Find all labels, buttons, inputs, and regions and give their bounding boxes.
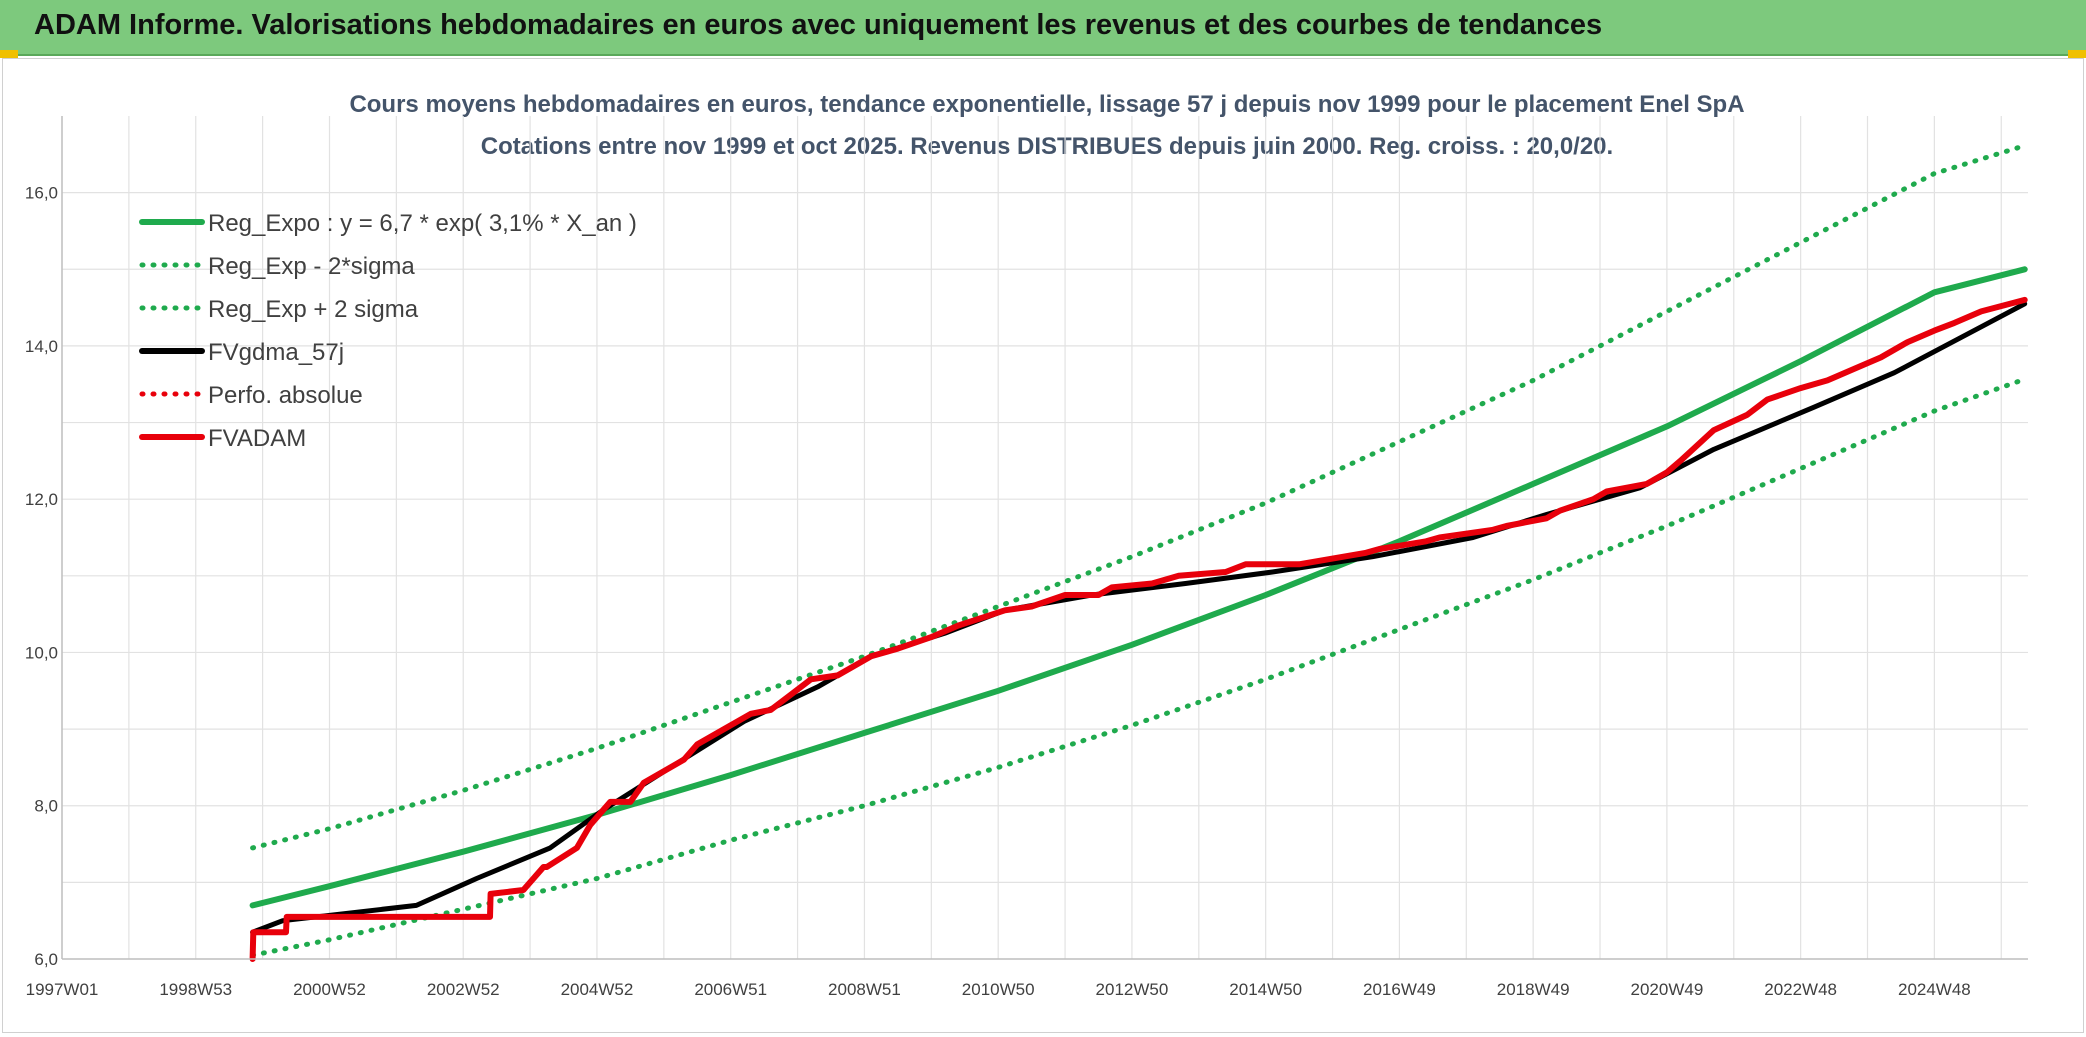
x-tick-label: 2002W52 — [427, 980, 500, 999]
grid — [61, 116, 2028, 960]
x-tick-label: 2014W50 — [1229, 980, 1302, 999]
y-tick-label: 10,0 — [25, 643, 58, 662]
chart-title: Cours moyens hebdomadaires en euros, ten… — [349, 91, 1744, 118]
legend: Reg_Expo : y = 6,7 * exp( 3,1% * X_an ) R… — [139, 210, 637, 452]
legend-label-1: Reg_Expo : y = 6,7 * exp( 3,1% * X_an ) — [208, 210, 637, 237]
x-tick-label: 2018W49 — [1497, 980, 1570, 999]
x-tick-label: 1998W53 — [159, 980, 232, 999]
chart-frame — [2, 58, 2084, 1033]
x-tick-label: 2004W52 — [561, 980, 634, 999]
x-tick-label: 2020W49 — [1631, 980, 1704, 999]
series-line-3 — [250, 144, 2024, 851]
legend-label-6: FVADAM — [208, 425, 306, 452]
x-tick-label: 2006W51 — [694, 980, 767, 999]
series-line-6 — [249, 296, 2028, 962]
x-tick-label: 2000W52 — [293, 980, 366, 999]
report-title: ADAM Informe. Valorisations hebdomadaire… — [34, 9, 1603, 41]
y-tick-label: 6,0 — [34, 950, 58, 969]
x-tick-label: 2022W48 — [1764, 980, 1837, 999]
axes: 1997W01 1998W53 2000W52 2002W52 2004W52 2006W… — [25, 116, 2028, 999]
series-lines — [249, 144, 2028, 962]
x-tick-label: 2012W50 — [1096, 980, 1169, 999]
series-line-1 — [249, 266, 2028, 909]
legend-label-5: Perfo. absolue — [208, 382, 363, 409]
x-tick-label: 2010W50 — [962, 980, 1035, 999]
series-line-2 — [250, 377, 2024, 958]
x-tick-label: 1997W01 — [26, 980, 99, 999]
y-tick-label: 8,0 — [34, 797, 58, 816]
corner-mark-left — [0, 50, 18, 58]
chart-subtitle: Cotations entre nov 1999 et oct 2025. Re… — [481, 133, 1613, 160]
y-tick-label: 12,0 — [25, 490, 58, 509]
corner-mark-right — [2068, 50, 2086, 58]
x-tick-label: 2016W49 — [1363, 980, 1436, 999]
x-tick-label: 2024W48 — [1898, 980, 1971, 999]
report-banner: ADAM Informe. Valorisations hebdomadaire… — [0, 0, 2086, 56]
legend-label-4: FVgdma_57j — [208, 339, 344, 366]
legend-label-2: Reg_Exp - 2*sigma — [208, 253, 415, 280]
y-tick-label: 16,0 — [25, 184, 58, 203]
x-tick-label: 2008W51 — [828, 980, 901, 999]
legend-label-3: Reg_Exp + 2 sigma — [208, 296, 419, 323]
y-tick-label: 14,0 — [25, 337, 58, 356]
